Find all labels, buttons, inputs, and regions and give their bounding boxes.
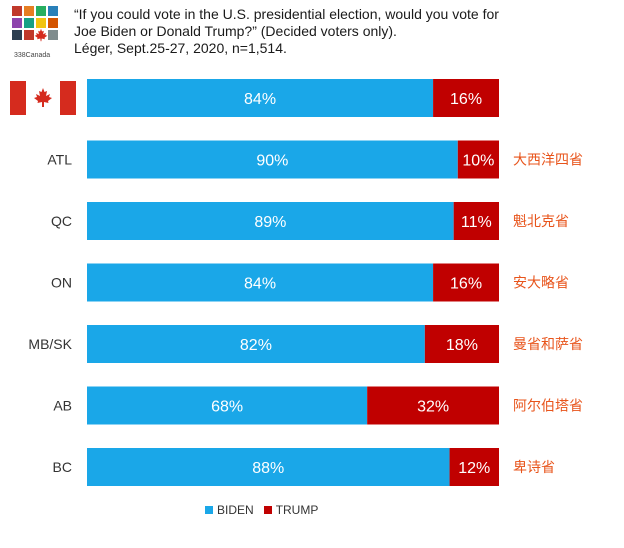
legend-item-trump: TRUMP xyxy=(263,503,319,517)
annotation-bc: 卑诗省 xyxy=(513,459,555,476)
bar-biden-can xyxy=(87,79,434,117)
bar-trump-can xyxy=(433,79,499,117)
category-label-on: ON xyxy=(51,275,72,291)
maple-leaf-icon xyxy=(34,28,48,42)
logo-text: 338Canada xyxy=(14,52,51,59)
data-label-trump-bc: 12% xyxy=(458,460,490,477)
annotation-qc: 魁北克省 xyxy=(513,214,569,230)
annotation-ab: 阿尔伯塔省 xyxy=(513,399,583,415)
logo-grid xyxy=(12,6,60,50)
legend-swatch-biden xyxy=(205,506,213,514)
data-label-biden-qc: 89% xyxy=(254,214,286,231)
title-line-1: “If you could vote in the U.S. president… xyxy=(74,6,499,22)
data-label-trump-can: 16% xyxy=(450,91,482,108)
bar-trump-bc xyxy=(449,448,499,486)
legend-label-biden: BIDEN xyxy=(217,503,254,517)
chart-title: “If you could vote in the U.S. president… xyxy=(74,6,614,57)
stacked-bar-chart: 84% 16% 90% 10% ATL 大西洋四省 89% 11% QC 魁北克省 84% 16% ON… xyxy=(28,79,583,486)
annotation-on: 安大略省 xyxy=(513,276,569,292)
data-label-biden-can: 84% xyxy=(244,91,276,108)
legend-swatch-trump xyxy=(263,506,272,514)
annotation-mb-sk: 曼省和萨省 xyxy=(513,337,583,353)
bar-biden-atl xyxy=(87,140,458,179)
title-line-2: Joe Biden or Donald Trump?” (Decided vot… xyxy=(74,23,397,39)
bar-trump-mb-sk xyxy=(424,325,499,363)
bar-biden-qc xyxy=(87,202,454,240)
data-label-trump-atl: 10% xyxy=(462,153,494,170)
bar-trump-on xyxy=(433,263,499,302)
category-label-mb-sk: MB/SK xyxy=(28,336,72,352)
data-label-biden-mb-sk: 82% xyxy=(240,337,272,354)
legend-label-trump: TRUMP xyxy=(275,503,319,517)
bar-biden-mb-sk xyxy=(87,325,425,363)
category-label-ab: AB xyxy=(53,398,72,414)
bar-biden-ab xyxy=(87,386,368,425)
bar-trump-ab xyxy=(367,386,499,425)
data-label-trump-mb-sk: 18% xyxy=(446,337,478,354)
bar-trump-qc xyxy=(453,202,499,240)
data-label-biden-ab: 68% xyxy=(211,399,243,416)
data-label-biden-bc: 88% xyxy=(252,460,284,477)
annotation-atl: 大西洋四省 xyxy=(513,153,583,169)
canada-flag-icon xyxy=(10,81,76,115)
data-label-trump-ab: 32% xyxy=(417,399,449,416)
bar-biden-on xyxy=(87,263,434,302)
legend: BIDEN TRUMP xyxy=(205,503,328,517)
data-label-biden-on: 84% xyxy=(244,276,276,293)
category-label-atl: ATL xyxy=(47,152,72,168)
data-label-trump-qc: 11% xyxy=(461,214,492,231)
category-label-bc: BC xyxy=(53,459,72,475)
legend-item-biden: BIDEN xyxy=(205,503,254,517)
title-line-3: Léger, Sept.25-27, 2020, n=1,514. xyxy=(74,40,287,56)
category-label-qc: QC xyxy=(51,213,72,229)
bar-biden-bc xyxy=(87,448,450,486)
data-label-trump-on: 16% xyxy=(450,276,482,293)
data-label-biden-atl: 90% xyxy=(256,153,288,170)
bar-trump-atl xyxy=(457,140,499,179)
logo-338canada: 338Canada xyxy=(12,6,60,62)
